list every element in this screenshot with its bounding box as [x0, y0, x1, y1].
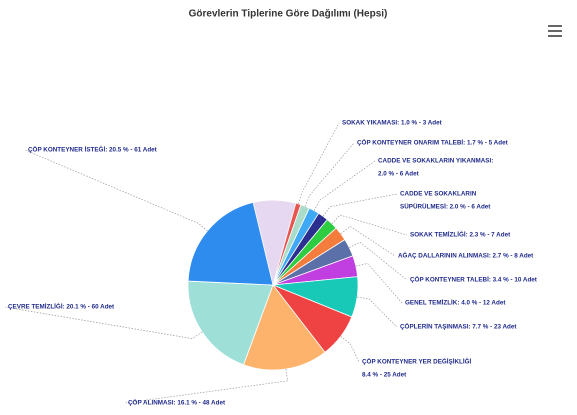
slice-label: SOKAK YIKAMASI: 1.0 % - 3 Adet — [342, 120, 443, 127]
menu-bar[interactable] — [548, 30, 562, 32]
leader-line — [349, 241, 408, 281]
slice-label: CADDE VE SOKAKLARIN — [400, 191, 477, 198]
slice-label: ÇÖP KONTEYNER İSTEĞİ: 20.5 % - 61 Adet — [28, 145, 158, 154]
menu-bar[interactable] — [548, 35, 562, 37]
slice-label: ÇÖP KONTEYNER TALEBİ: 3.4 % - 10 Adet — [410, 275, 538, 284]
slice-label: AĞAÇ DALLARININ ALINMASI: 2.7 % - 8 Adet — [398, 251, 534, 260]
leader-line — [340, 226, 396, 257]
slice-label: 2.0 % - 6 Adet — [378, 171, 420, 178]
menu-bar[interactable] — [548, 25, 562, 27]
slice-label: ÇÖPLERİN TAŞINMASI: 7.7 % - 23 Adet — [400, 322, 517, 331]
slice-label: GENEL TEMİZLİK: 4.0 % - 12 Adet — [405, 299, 506, 307]
slice-label: CADDE VE SOKAKLARIN YIKANMASI: — [378, 158, 493, 165]
pie-slice — [187, 201, 274, 286]
slice-label: ÇÖP KONTEYNER ONARIM TALEBİ: 1.7 % - 5 A… — [357, 138, 509, 147]
leader-line — [124, 368, 289, 404]
leader-line — [4, 306, 203, 339]
leader-line — [298, 122, 340, 204]
slice-label: SOKAK TEMİZLİĞİ: 2.3 % - 7 Adet — [410, 230, 511, 239]
slice-label: ÇÖP KONTEYNER YER DEĞİŞİKLİĞİ — [362, 357, 472, 366]
pie-slice — [243, 284, 326, 371]
slice-label: 8.4 % - 25 Adet — [362, 372, 407, 379]
slice-label: ÇEVRE TEMİZLİĞİ: 20.1 % - 60 Adet — [8, 302, 115, 311]
leader-line — [340, 336, 360, 363]
leader-line — [322, 193, 398, 217]
leader-line — [357, 296, 398, 328]
leader-line — [331, 214, 408, 236]
slice-label: ÇÖP ALINMASI: 16.1 % - 48 Adet — [128, 398, 226, 407]
menu-icon[interactable] — [548, 25, 562, 37]
slice-label: SÜPÜRÜLMESİ: 2.0 % - 6 Adet — [400, 202, 491, 211]
leader-line — [304, 142, 355, 207]
leader-line — [313, 160, 376, 211]
leader-line — [355, 263, 403, 304]
chart-title: Görevlerin Tiplerine Göre Dağılımı (Heps… — [189, 9, 388, 20]
leader-line — [24, 149, 208, 232]
